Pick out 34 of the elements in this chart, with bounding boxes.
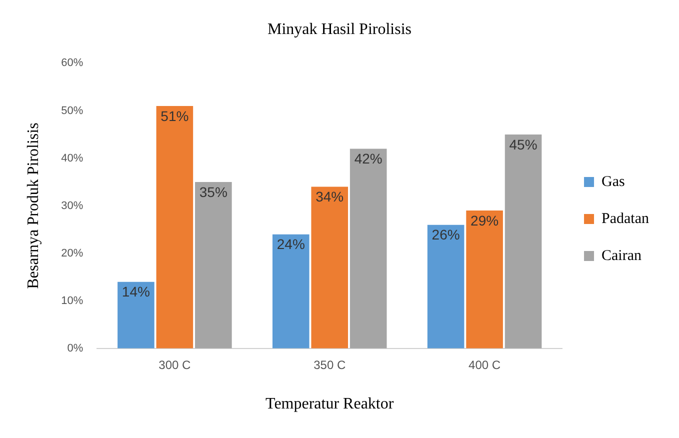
x-tick-label: 400 C [468,358,501,372]
data-label: 45% [509,136,538,152]
x-axis-title: Temperatur Reaktor [266,396,394,413]
chart-title: Minyak Hasil Pirolisis [267,20,412,38]
x-tick-label: 350 C [314,358,346,372]
y-tick-label: 50% [61,104,84,117]
data-label: 24% [276,236,305,252]
data-label: 14% [122,284,150,300]
legend-label: Cairan [602,248,642,264]
x-tick-label: 300 C [158,358,192,372]
y-axis-title: Besarnya Produk Pirolisis [24,122,42,289]
bar [311,186,348,348]
bar [350,148,387,348]
y-tick-label: 60% [61,57,84,70]
bar [195,182,232,348]
bar [118,282,154,348]
data-label: 51% [160,108,189,124]
bar [272,234,310,348]
legend-label: Padatan [602,210,650,227]
bar [504,134,542,348]
y-tick-label: 20% [61,247,84,260]
y-tick-label: 40% [61,152,84,164]
data-label: 29% [470,212,499,228]
bar [466,210,503,348]
y-tick-label: 10% [61,294,84,307]
data-label: 26% [432,226,460,243]
bar [427,224,464,348]
bar [156,106,194,348]
legend-label: Gas [602,174,626,190]
y-tick-label: 30% [61,200,84,212]
data-label: 42% [354,150,382,167]
data-label: 34% [316,188,344,205]
data-label: 35% [199,184,228,200]
y-tick-label: 0% [67,342,84,354]
